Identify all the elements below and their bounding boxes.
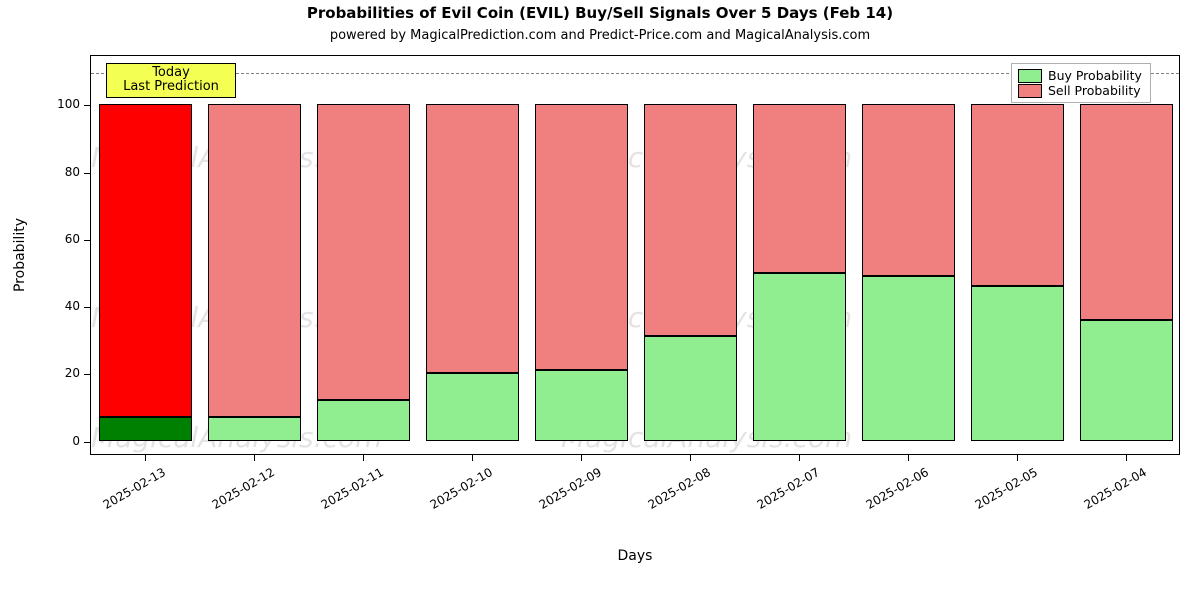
bar-segment <box>644 336 738 440</box>
y-tick-label: 80 <box>40 165 80 179</box>
y-tick <box>84 307 90 308</box>
bar-segment <box>753 273 847 441</box>
bar <box>317 104 411 454</box>
x-tick <box>690 455 691 461</box>
x-tick-label: 2025-02-05 <box>955 465 1040 522</box>
x-tick-label: 2025-02-13 <box>83 465 168 522</box>
x-tick-label: 2025-02-06 <box>846 465 931 522</box>
y-tick <box>84 105 90 106</box>
bar-segment <box>208 417 302 441</box>
bar <box>1080 104 1174 454</box>
y-axis-label: Probability <box>12 55 32 455</box>
y-tick <box>84 374 90 375</box>
bar <box>644 104 738 454</box>
annotation-today: TodayLast Prediction <box>106 63 236 98</box>
bar <box>753 104 847 454</box>
annotation-line: Last Prediction <box>113 80 229 94</box>
legend-item: Sell Probability <box>1018 83 1142 98</box>
bar-segment <box>862 104 956 275</box>
x-tick <box>908 455 909 461</box>
bar-segment <box>426 104 520 373</box>
y-tick-label: 40 <box>40 299 80 313</box>
y-tick-label: 100 <box>40 97 80 111</box>
annotation-line: Today <box>113 66 229 80</box>
bar-segment <box>862 276 956 441</box>
bar-segment <box>753 104 847 272</box>
x-tick-label: 2025-02-11 <box>301 465 386 522</box>
x-tick <box>581 455 582 461</box>
x-axis-label: Days <box>90 548 1180 564</box>
legend-swatch <box>1018 84 1042 98</box>
plot-area: MagicalAnalysis.comMagicalAnalysis.comMa… <box>90 55 1180 455</box>
x-tick <box>145 455 146 461</box>
bar <box>535 104 629 454</box>
bar-segment <box>535 370 629 441</box>
bar-segment <box>971 104 1065 286</box>
bar-segment <box>644 104 738 336</box>
chart-subtitle: powered by MagicalPrediction.com and Pre… <box>0 28 1200 43</box>
x-tick <box>254 455 255 461</box>
bar <box>862 104 956 454</box>
bar-segment <box>1080 104 1174 319</box>
legend-label: Buy Probability <box>1048 68 1142 83</box>
chart-container: Probabilities of Evil Coin (EVIL) Buy/Se… <box>0 0 1200 600</box>
bar <box>971 104 1065 454</box>
y-tick <box>84 173 90 174</box>
x-tick-label: 2025-02-12 <box>192 465 277 522</box>
bar-segment <box>317 104 411 400</box>
bar-segment <box>99 417 193 441</box>
bar-segment <box>99 104 193 417</box>
x-tick <box>363 455 364 461</box>
x-tick <box>1017 455 1018 461</box>
bar <box>208 104 302 454</box>
bar <box>99 104 193 454</box>
x-tick-label: 2025-02-07 <box>737 465 822 522</box>
x-tick <box>1126 455 1127 461</box>
legend-item: Buy Probability <box>1018 68 1142 83</box>
y-tick <box>84 240 90 241</box>
y-tick-label: 60 <box>40 232 80 246</box>
bar-segment <box>208 104 302 417</box>
legend-swatch <box>1018 69 1042 83</box>
x-tick <box>799 455 800 461</box>
bar-segment <box>317 400 411 440</box>
x-tick-label: 2025-02-10 <box>410 465 495 522</box>
bar-segment <box>535 104 629 370</box>
x-tick-label: 2025-02-09 <box>519 465 604 522</box>
x-tick <box>472 455 473 461</box>
bar-segment <box>1080 320 1174 441</box>
bar <box>426 104 520 454</box>
y-tick <box>84 442 90 443</box>
legend-label: Sell Probability <box>1048 83 1141 98</box>
chart-title: Probabilities of Evil Coin (EVIL) Buy/Se… <box>0 4 1200 22</box>
y-tick-label: 0 <box>40 434 80 448</box>
legend: Buy ProbabilitySell Probability <box>1011 63 1151 103</box>
x-tick-label: 2025-02-04 <box>1064 465 1149 522</box>
bar-segment <box>971 286 1065 441</box>
y-tick-label: 20 <box>40 366 80 380</box>
bar-segment <box>426 373 520 440</box>
x-tick-label: 2025-02-08 <box>628 465 713 522</box>
